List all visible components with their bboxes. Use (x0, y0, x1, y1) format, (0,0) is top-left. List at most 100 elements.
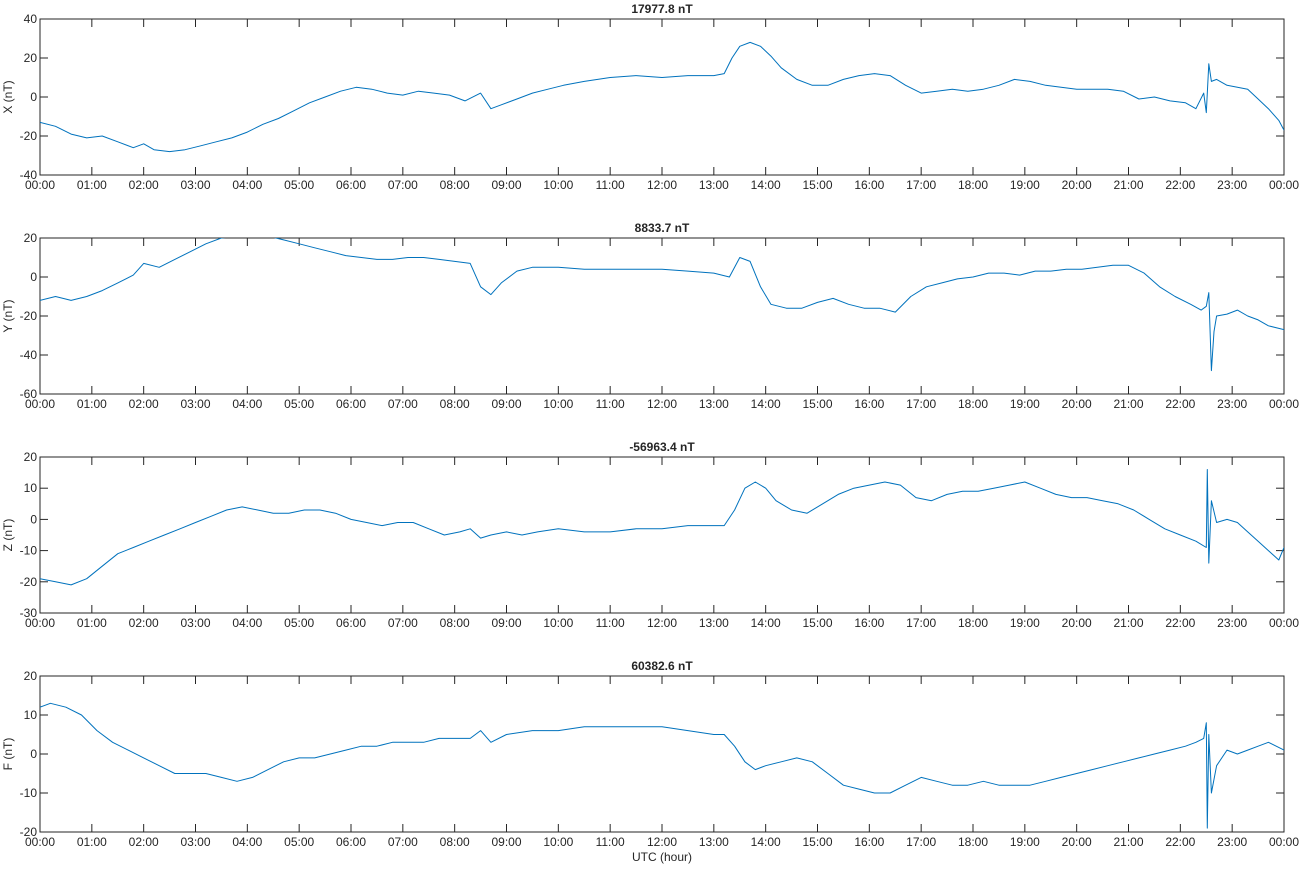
x-tick-label: 06:00 (336, 397, 366, 411)
series-line-1 (40, 469, 1284, 586)
y-tick-label: 20 (24, 51, 38, 65)
x-tick-label: 19:00 (1010, 835, 1040, 849)
x-tick-label: 11:00 (596, 835, 625, 849)
x-tick-label: 10:00 (543, 178, 573, 192)
x-tick-label: 09:00 (491, 397, 521, 411)
x-tick-label: 14:00 (751, 178, 781, 192)
x-tick-label: 18:00 (958, 397, 988, 411)
x-tick-label: 21:00 (1113, 178, 1143, 192)
x-tick-label: 23:00 (1217, 835, 1247, 849)
x-tick-label: 00:00 (25, 835, 55, 849)
x-tick-label: 15:00 (802, 616, 832, 630)
x-tick-label: 09:00 (491, 178, 521, 192)
x-tick-label: 01:00 (77, 397, 107, 411)
x-tick-label: 19:00 (1010, 397, 1040, 411)
y-tick-label: 10 (24, 708, 38, 722)
y-tick-label: 0 (30, 270, 37, 284)
y-tick-label: -20 (20, 575, 38, 589)
plot-frame (39, 675, 1285, 833)
x-tick-label: 20:00 (1062, 616, 1092, 630)
x-tick-label: 02:00 (129, 616, 159, 630)
y-tick-label: 0 (30, 747, 37, 761)
x-tick-label: 14:00 (751, 397, 781, 411)
y-axis-label: F (nT) (1, 738, 15, 771)
y-tick-label: -20 (20, 825, 38, 839)
x-tick-label: 08:00 (440, 616, 470, 630)
panel-title: -56963.4 nT (629, 440, 695, 454)
x-tick-label: 07:00 (388, 397, 418, 411)
plot-frame (39, 237, 1285, 395)
x-tick-label: 17:00 (906, 178, 936, 192)
x-tick-label: 00:00 (25, 616, 55, 630)
y-tick-label: 0 (30, 512, 37, 526)
x-tick-label: 13:00 (699, 616, 729, 630)
y-tick-label: 20 (24, 231, 38, 245)
x-tick-label: 01:00 (77, 616, 107, 630)
x-tick-label: 04:00 (232, 616, 262, 630)
x-tick-label: 20:00 (1062, 397, 1092, 411)
y-axis-label: Z (nT) (1, 519, 15, 552)
plot-frame (39, 456, 1285, 614)
x-tick-label: 18:00 (958, 178, 988, 192)
x-tick-label: 13:00 (699, 835, 729, 849)
x-tick-label: 16:00 (854, 835, 884, 849)
x-tick-label: 15:00 (802, 178, 832, 192)
x-tick-label: 18:00 (958, 616, 988, 630)
x-tick-label: 03:00 (180, 835, 210, 849)
x-tick-label: 09:00 (491, 835, 521, 849)
y-tick-label: -10 (20, 544, 38, 558)
x-tick-label: 12:00 (647, 178, 677, 192)
panel-title: 8833.7 nT (635, 221, 690, 235)
x-tick-label: 10:00 (543, 397, 573, 411)
x-tick-label: 00:00 (25, 178, 55, 192)
x-tick-label: 15:00 (802, 397, 832, 411)
x-tick-label: 02:00 (129, 178, 159, 192)
y-tick-label: -30 (20, 606, 38, 620)
x-tick-label: 16:00 (854, 178, 884, 192)
x-tick-label: 07:00 (388, 178, 418, 192)
panel-1: 17977.8 nT 00:00 01:00 02:00 03:00 04:00 05:00… (1, 2, 1299, 192)
series-line-1 (40, 702, 1284, 829)
x-tick-label: 18:00 (958, 835, 988, 849)
y-axis-label: X (nT) (1, 80, 15, 113)
series-line-1 (40, 41, 1284, 153)
y-tick-label: 0 (30, 90, 37, 104)
y-tick-label: 40 (24, 12, 38, 26)
x-tick-label: 03:00 (180, 178, 210, 192)
x-tick-label: 06:00 (336, 835, 366, 849)
x-tick-label: 22:00 (1165, 835, 1195, 849)
x-tick-label: 04:00 (232, 178, 262, 192)
y-tick-label: 10 (24, 481, 38, 495)
x-tick-label: 08:00 (440, 835, 470, 849)
y-tick-label: -10 (20, 786, 38, 800)
x-tick-label: 20:00 (1062, 178, 1092, 192)
x-tick-label: 21:00 (1113, 397, 1143, 411)
x-tick-label: 21:00 (1113, 616, 1143, 630)
x-tick-label: 07:00 (388, 835, 418, 849)
y-tick-label: -20 (20, 129, 38, 143)
x-tick-label: 20:00 (1062, 835, 1092, 849)
x-tick-label: 07:00 (388, 616, 418, 630)
x-tick-label: 01:00 (77, 178, 107, 192)
x-tick-label: 00:00 (1269, 397, 1299, 411)
x-tick-label: 10:00 (543, 616, 573, 630)
x-tick-label: 22:00 (1165, 397, 1195, 411)
y-tick-label: -20 (20, 309, 38, 323)
x-tick-label: 12:00 (647, 397, 677, 411)
x-tick-label: 19:00 (1010, 178, 1040, 192)
x-tick-label: 06:00 (336, 178, 366, 192)
x-tick-label: 16:00 (854, 397, 884, 411)
x-tick-label: 00:00 (25, 397, 55, 411)
plot-frame (39, 18, 1285, 176)
series-line-1 (40, 238, 1284, 372)
x-tick-label: 11:00 (596, 397, 625, 411)
x-tick-label: 04:00 (232, 397, 262, 411)
x-tick-label: 22:00 (1165, 178, 1195, 192)
x-tick-label: 08:00 (440, 397, 470, 411)
x-tick-label: 11:00 (596, 616, 625, 630)
x-tick-label: 05:00 (284, 397, 314, 411)
x-tick-label: 10:00 (543, 835, 573, 849)
x-tick-label: 17:00 (906, 397, 936, 411)
